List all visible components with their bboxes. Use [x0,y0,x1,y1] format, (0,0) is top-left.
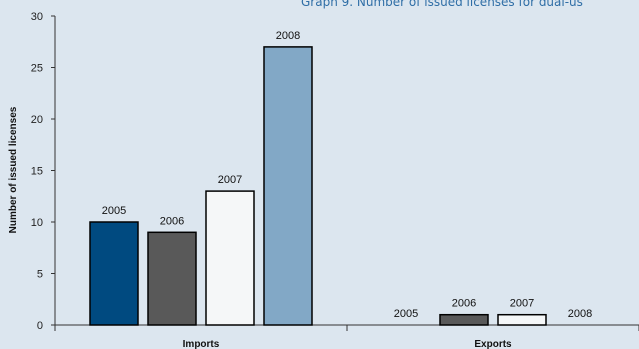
data-label-exports-2005: 2005 [394,308,418,320]
data-label-imports-2008: 2008 [276,30,300,42]
data-label-imports-2006: 2006 [160,215,184,227]
bars [89,46,547,326]
y-tick-label: 20 [31,114,43,126]
bar-imports-2005 [89,221,139,326]
y-tick-label: 10 [31,217,43,229]
y-tick-label: 15 [31,166,43,178]
category-labels: Imports Exports [183,339,512,349]
y-tick-label: 30 [31,11,43,23]
bar-imports-2007 [205,190,255,326]
y-tick-label: 5 [37,269,43,281]
bar-imports-2008 [263,46,313,326]
y-tick-label: 0 [37,320,43,332]
bar-exports-2007 [497,313,547,326]
y-axis-label: Number of issued licenses [8,106,19,233]
category-label-imports: Imports [183,339,220,349]
y-tick-label: 25 [31,63,43,75]
data-label-exports-2007: 2007 [510,298,534,310]
data-label-exports-2008: 2008 [568,308,592,320]
chart-title: Graph 9. Number of issued licenses for d… [301,0,583,9]
category-label-exports: Exports [474,339,512,349]
bar-exports-2006 [439,313,489,326]
data-labels: 2005 2006 2007 2008 2005 2006 2007 2008 [102,30,592,320]
x-axis [54,324,639,331]
data-label-imports-2007: 2007 [218,174,242,186]
data-label-imports-2005: 2005 [102,205,126,217]
data-label-exports-2006: 2006 [452,298,476,310]
y-axis: 0 5 10 15 20 25 30 [31,11,56,332]
bar-imports-2006 [147,231,197,326]
